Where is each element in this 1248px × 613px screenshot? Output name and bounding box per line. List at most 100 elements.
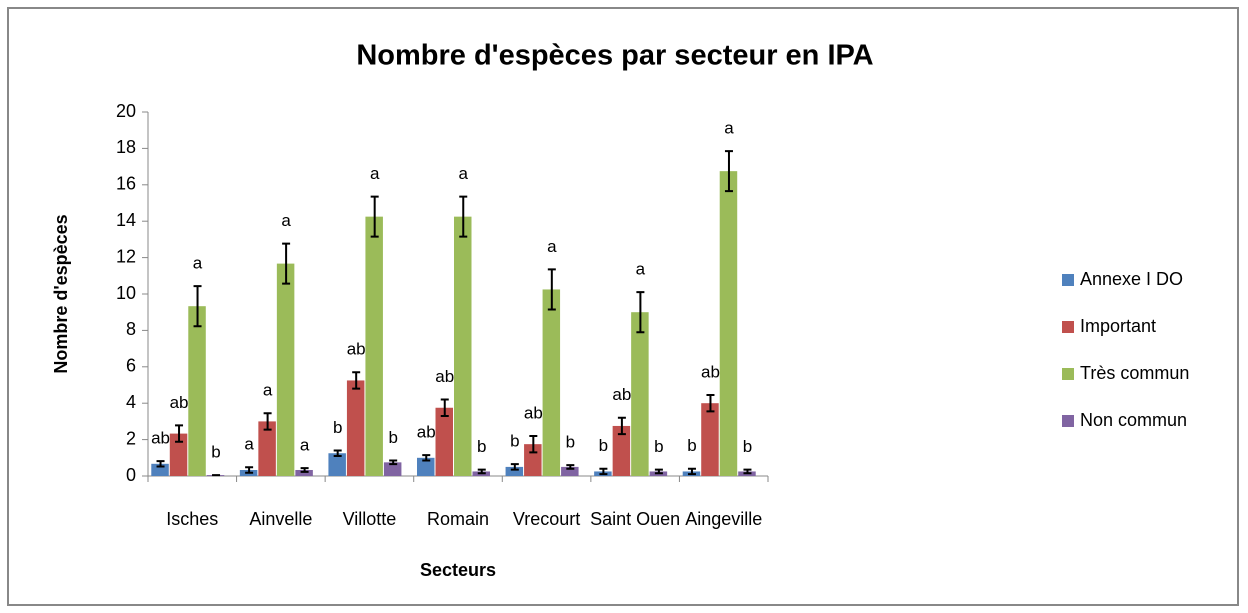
bar [383, 462, 402, 476]
y-tick-label: 8 [126, 319, 136, 339]
y-tick-label: 0 [126, 465, 136, 485]
error-bar [193, 285, 202, 328]
significance-label: ab [612, 385, 631, 404]
x-tick-label: Villotte [343, 509, 397, 529]
bar [542, 289, 561, 476]
significance-label: a [244, 435, 254, 454]
error-bar [510, 463, 519, 471]
y-tick-label: 20 [116, 101, 136, 121]
y-tick-label: 18 [116, 137, 136, 157]
significance-label: ab [435, 367, 454, 386]
error-bar [636, 291, 645, 334]
significance-label: ab [417, 423, 436, 442]
y-tick-label: 16 [116, 174, 136, 194]
error-bar [599, 467, 608, 476]
y-tick-label: 2 [126, 428, 136, 448]
error-bar [440, 398, 449, 417]
significance-label: b [510, 432, 519, 451]
significance-label: b [333, 418, 342, 437]
bar [505, 466, 524, 476]
significance-label: ab [524, 403, 543, 422]
error-bar [300, 467, 309, 473]
legend-swatch [1062, 368, 1074, 380]
error-bar [459, 195, 468, 238]
y-tick-label: 14 [116, 210, 136, 230]
significance-label: a [193, 254, 203, 273]
chart-title: Nombre d'espèces par secteur en IPA [356, 40, 873, 72]
significance-label: a [281, 211, 291, 230]
error-bar [687, 467, 696, 476]
error-bar [352, 371, 361, 390]
bar [328, 453, 346, 476]
y-tick-label: 10 [116, 283, 136, 303]
significance-label: ab [170, 393, 189, 412]
legend-label: Très commun [1080, 363, 1189, 383]
error-bar [282, 242, 291, 285]
y-axis-label: Nombre d'espèces [51, 214, 71, 373]
significance-label: b [743, 437, 752, 456]
bar [417, 457, 435, 476]
bar [561, 466, 579, 476]
significance-label: b [687, 436, 696, 455]
bar [276, 263, 295, 476]
x-tick-label: Saint Ouen [590, 509, 680, 529]
error-bar [156, 460, 165, 468]
legend-swatch [1062, 274, 1074, 286]
significance-label: a [370, 164, 380, 183]
significance-label: a [724, 119, 734, 138]
bar [612, 425, 631, 476]
significance-label: a [636, 260, 646, 279]
error-bar [263, 412, 272, 431]
bar [435, 407, 453, 476]
bar [719, 171, 738, 476]
significance-label: b [566, 433, 575, 452]
legend-swatch [1062, 415, 1074, 427]
error-bar [706, 394, 715, 413]
significance-label: b [211, 443, 220, 462]
significance-label: ab [347, 340, 366, 359]
error-bar [245, 466, 254, 474]
x-tick-label: Vrecourt [513, 509, 580, 529]
legend-label: Non commun [1080, 410, 1187, 430]
error-bar [654, 468, 663, 475]
x-tick-label: Aingeville [685, 509, 762, 529]
x-tick-label: Ainvelle [249, 509, 312, 529]
legend-label: Annexe I DO [1080, 269, 1183, 289]
y-tick-label: 6 [126, 356, 136, 376]
significance-label: b [599, 436, 608, 455]
legend-swatch [1062, 321, 1074, 333]
significance-label: ab [151, 429, 170, 448]
significance-label: a [547, 237, 557, 256]
bar [365, 216, 383, 476]
bar [631, 312, 649, 476]
bar [258, 421, 276, 476]
y-tick-label: 4 [126, 392, 136, 412]
significance-label: a [263, 381, 273, 400]
error-bar [175, 424, 184, 443]
bar [346, 380, 365, 476]
error-bar [529, 434, 538, 454]
error-bar [389, 459, 398, 466]
error-bar [743, 468, 752, 475]
significance-label: ab [701, 362, 720, 381]
significance-label: b [388, 428, 397, 447]
chart-border [7, 7, 1239, 606]
bar [454, 216, 472, 476]
x-tick-label: Isches [166, 509, 218, 529]
error-bar [617, 416, 626, 436]
legend-label: Important [1080, 316, 1156, 336]
error-bar [547, 268, 556, 311]
significance-label: a [300, 436, 310, 455]
significance-label: a [459, 164, 469, 183]
bar [188, 306, 206, 476]
significance-label: b [654, 437, 663, 456]
y-tick-label: 12 [116, 246, 136, 266]
bar [295, 469, 313, 476]
significance-label: b [477, 437, 486, 456]
error-bar [566, 464, 575, 470]
error-bar [370, 195, 379, 238]
error-bar [333, 449, 342, 457]
error-bar [477, 468, 486, 475]
error-bar [724, 150, 733, 193]
